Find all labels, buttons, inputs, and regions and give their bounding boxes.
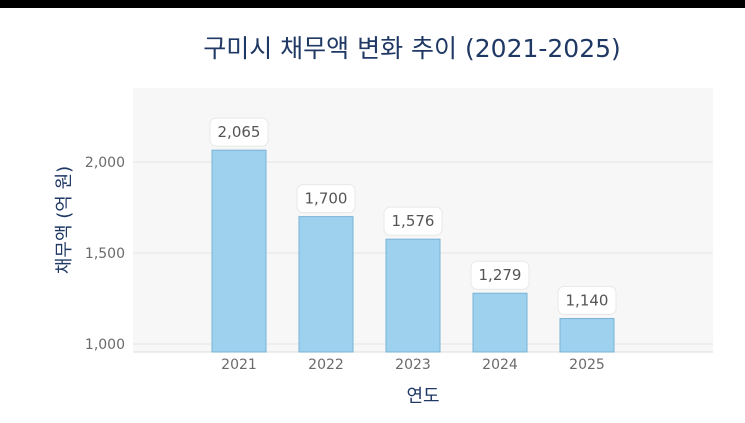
data-label: 2,065 — [218, 123, 261, 141]
y-tick-label: 1,500 — [85, 246, 125, 262]
y-tick-label: 1,000 — [85, 337, 125, 353]
data-label-box — [470, 260, 530, 290]
data-label: 1,700 — [305, 190, 348, 208]
data-label-box — [557, 286, 617, 316]
x-tick-label: 2021 — [221, 357, 257, 373]
bar — [211, 149, 267, 353]
x-tick-label: 2024 — [482, 357, 518, 373]
bar — [559, 318, 615, 353]
data-label: 1,576 — [392, 212, 435, 230]
x-tick-label: 2023 — [395, 357, 431, 373]
bar — [385, 238, 441, 353]
data-label: 1,279 — [479, 266, 522, 284]
axis-ticks: 1,000 1,500 2,000 2021 2022 2023 2024 2025 — [85, 155, 605, 373]
data-label-box — [383, 206, 443, 236]
data-label-box — [209, 117, 269, 147]
chart-title: 구미시 채무액 변화 추이 (2021-2025) — [203, 34, 621, 63]
y-axis-title: 채무액 (억 원) — [54, 166, 75, 274]
bars: 2,065 1,700 1,576 1,279 1,140 — [209, 117, 617, 353]
bar — [472, 292, 528, 353]
x-tick-label: 2022 — [308, 357, 344, 373]
y-tick-label: 2,000 — [85, 155, 125, 171]
bar — [298, 216, 354, 353]
x-axis-title: 연도 — [406, 386, 439, 407]
x-tick-label: 2025 — [569, 357, 605, 373]
data-label-box — [296, 184, 356, 214]
top-black-bar — [0, 0, 745, 8]
data-label: 1,140 — [566, 292, 609, 310]
